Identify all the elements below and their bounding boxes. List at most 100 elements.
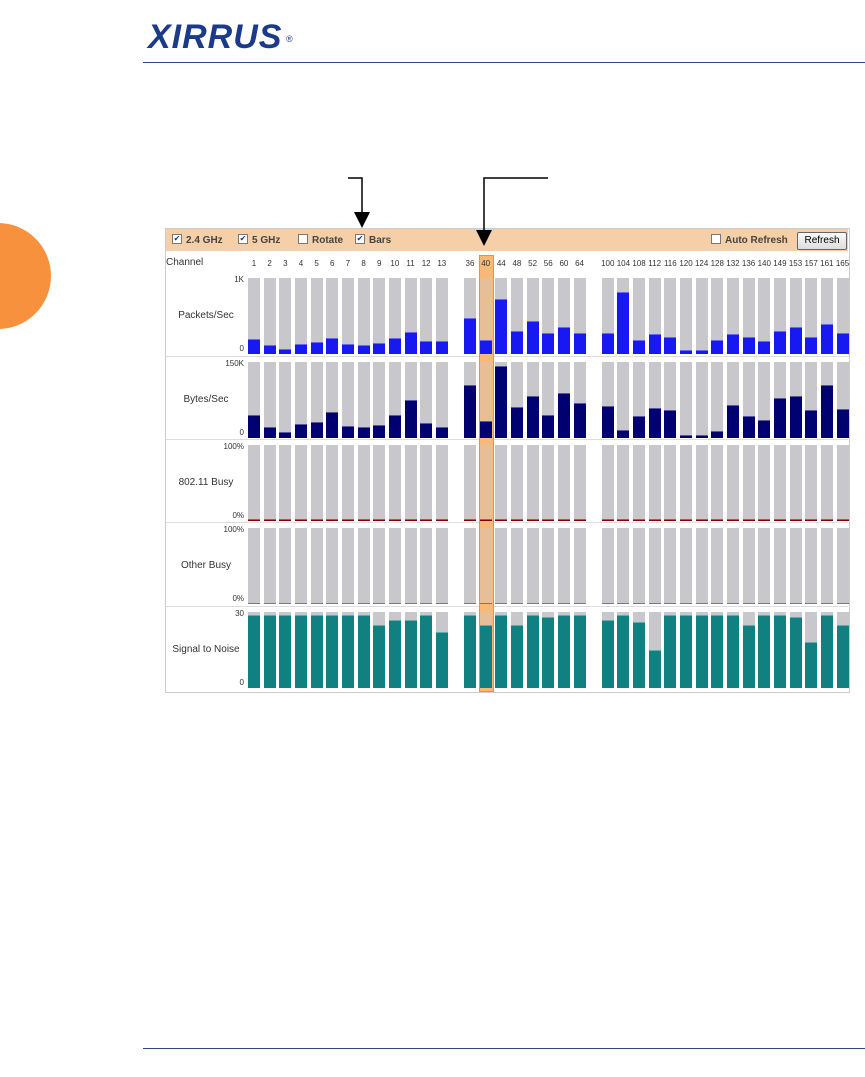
bar-background [510,528,523,604]
checkbox-label[interactable]: Rotate [312,235,344,246]
bar [420,614,433,688]
channel-number[interactable]: 52 [528,259,538,268]
bar [557,603,570,604]
bar [836,603,849,604]
bar [279,349,292,354]
channel-number[interactable]: 11 [406,259,415,268]
bar-background [388,278,401,354]
channel-number[interactable]: 36 [465,259,475,268]
channel-number[interactable]: 10 [390,259,400,268]
bar [310,519,323,521]
bar-background [341,362,354,438]
channel-number[interactable]: 157 [804,259,818,268]
bar-background [758,362,771,438]
checkbox[interactable]: ✔ [355,234,365,244]
checkbox[interactable] [711,234,721,244]
channel-number[interactable]: 1 [251,259,257,268]
refresh-button[interactable]: Refresh [797,232,847,250]
channel-number[interactable]: 2 [267,259,272,268]
channel-number[interactable]: 56 [543,259,553,268]
bar [680,434,692,438]
channel-number[interactable]: 6 [330,259,335,268]
channel-number[interactable]: 128 [710,259,724,268]
channel-number[interactable]: 161 [820,259,834,268]
channel-number[interactable]: 3 [283,259,288,268]
bar [373,624,386,688]
bar-background [758,445,771,521]
bar-background [726,528,739,604]
bar-background [479,445,492,521]
channel-number[interactable]: 13 [437,259,447,268]
channel-number[interactable]: 60 [559,259,569,268]
checkbox-label[interactable]: 2.4 GHz [186,235,223,246]
bar-background [648,528,661,604]
bar-background [464,528,476,604]
channel-number[interactable]: 48 [512,259,522,268]
channel-number[interactable]: 100 [601,259,615,268]
bar [373,519,386,521]
channel-number[interactable]: 40 [481,259,491,268]
bar [573,519,586,521]
channel-number[interactable]: 4 [298,259,304,268]
bar-background [617,528,630,604]
bar-background [388,528,401,604]
bar [573,333,586,354]
channel-number[interactable]: 12 [421,259,431,268]
channel-number[interactable]: 149 [773,259,787,268]
bar [341,603,354,604]
bar [526,321,539,354]
channel-number[interactable]: 44 [496,259,506,268]
channel-number[interactable]: 165 [835,259,850,268]
bar [310,614,323,688]
channel-number[interactable]: 9 [376,259,382,268]
channel-number[interactable]: 104 [616,259,631,268]
checkbox-label[interactable]: Auto Refresh [725,235,788,246]
bar [573,603,586,604]
bar [726,519,739,521]
channel-number[interactable]: 112 [648,259,662,268]
channel-number[interactable]: 124 [694,259,709,268]
channel-number[interactable]: 8 [361,259,366,268]
channel-number[interactable]: 7 [345,259,351,268]
channel-number[interactable]: 132 [726,259,740,268]
channel-number[interactable]: 153 [788,259,803,268]
row-separator [166,439,848,440]
bar [510,407,523,438]
bar [617,291,630,354]
bar [742,624,755,688]
channel-number[interactable]: 120 [679,259,693,268]
bar-background [420,278,433,354]
channel-number[interactable]: 140 [757,259,771,268]
bar-background [435,362,448,438]
bar [388,619,401,688]
logo: XIRRUS [148,18,283,56]
bar-background [404,528,417,604]
bar-background [542,445,555,521]
bar [773,603,786,604]
bar [479,519,492,521]
bar-background [680,445,692,521]
bar [617,603,630,604]
channel-number[interactable]: 136 [741,259,756,268]
channel-number[interactable]: 64 [575,259,584,268]
channel-number[interactable]: 5 [314,259,319,268]
checkbox[interactable]: ✔ [238,234,248,244]
bar [526,395,539,438]
bar [664,519,677,521]
bar-background [373,445,386,521]
bar [836,624,849,688]
bar [248,603,260,604]
bar [573,614,586,688]
checkbox[interactable] [298,234,308,244]
channel-number[interactable]: 116 [663,259,677,268]
bar [435,519,448,521]
channel-number[interactable]: 108 [632,259,646,268]
bar-background [341,528,354,604]
bar [294,519,307,521]
checkbox-label[interactable]: Bars [369,235,392,246]
bar-background [601,528,614,604]
checkbox[interactable]: ✔ [172,234,182,244]
bar-background [742,445,755,521]
checkbox-label[interactable]: 5 GHz [252,235,281,246]
bar [526,614,539,688]
